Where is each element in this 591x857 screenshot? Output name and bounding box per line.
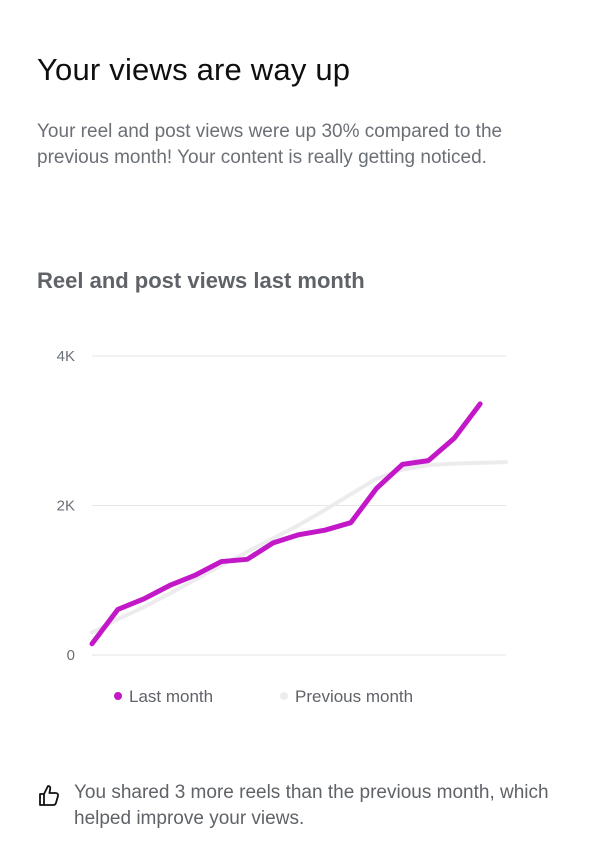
views-line-chart: 0 2K 4K Last month Previous month bbox=[57, 348, 508, 706]
legend-marker-last-month bbox=[114, 692, 122, 700]
y-tick-label: 0 bbox=[67, 647, 75, 664]
y-tick-label: 2K bbox=[57, 498, 75, 515]
legend-label-previous-month: Previous month bbox=[295, 687, 413, 706]
series-line-last-month bbox=[89, 401, 483, 647]
summary-text: Your reel and post views were up 30% com… bbox=[37, 121, 503, 168]
page-title: Your views are way up bbox=[37, 52, 351, 87]
series-line-previous-month bbox=[90, 460, 508, 635]
legend-marker-previous-month bbox=[280, 692, 288, 700]
thumbs-up-icon bbox=[39, 785, 59, 806]
insight-text: You shared 3 more reels than the previou… bbox=[74, 782, 549, 829]
legend-label-last-month: Last month bbox=[129, 687, 213, 706]
chart-title: Reel and post views last month bbox=[37, 268, 365, 293]
y-tick-label: 4K bbox=[57, 348, 75, 365]
insight-row: You shared 3 more reels than the previou… bbox=[36, 780, 556, 832]
